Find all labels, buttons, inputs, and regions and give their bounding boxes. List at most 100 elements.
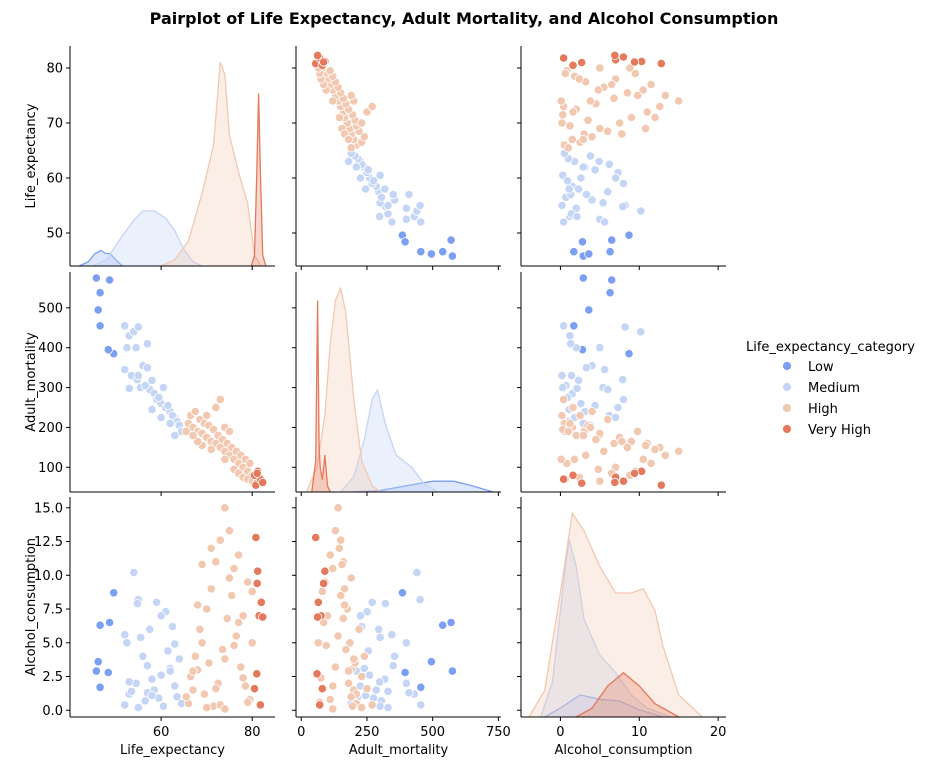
point-high <box>622 442 633 452</box>
point-high <box>587 132 597 142</box>
point-medium <box>351 162 361 172</box>
point-medium <box>133 702 143 713</box>
point-high <box>343 134 354 145</box>
point-high <box>334 543 344 553</box>
point-very-high <box>629 468 640 478</box>
panel-Alcohol_consumption-vs-Life_expectancy: 60 80 0.0 2.5 5.0 7.5 10.0 12.5 15.0 Life_expecta… <box>24 497 275 758</box>
point-high <box>347 701 358 711</box>
x-tick-label: 0 <box>556 725 564 740</box>
kde-line-very-high <box>250 93 267 267</box>
point-high <box>325 550 335 560</box>
point-medium <box>404 189 414 200</box>
point-high <box>236 662 246 672</box>
point-high <box>243 697 253 707</box>
point-high <box>188 430 198 440</box>
point-high <box>197 559 207 570</box>
point-high <box>247 638 257 648</box>
point-high <box>622 88 633 98</box>
point-medium <box>557 370 567 381</box>
point-high <box>593 85 603 95</box>
point-medium <box>343 156 354 167</box>
point-high <box>328 681 338 691</box>
point-medium <box>126 686 137 697</box>
point-medium <box>360 184 371 194</box>
point-high <box>321 640 331 651</box>
point-low <box>607 235 617 245</box>
point-medium <box>416 217 426 227</box>
y-axis-label: Life_expectancy <box>24 103 39 208</box>
point-low <box>584 249 594 259</box>
point-medium <box>170 430 180 440</box>
point-very-high <box>318 57 329 67</box>
point-medium <box>156 611 166 621</box>
point-high <box>206 584 216 594</box>
point-medium <box>565 331 575 341</box>
point-high <box>359 132 369 142</box>
point-high <box>325 694 335 705</box>
point-high <box>337 559 347 570</box>
point-high <box>224 526 234 536</box>
point-medium <box>163 400 173 411</box>
point-low <box>426 249 436 259</box>
kde-line-high <box>528 511 703 718</box>
point-high <box>193 436 203 446</box>
point-low <box>95 321 105 331</box>
point-medium <box>120 364 130 375</box>
point-medium <box>136 632 146 643</box>
point-medium <box>610 412 621 423</box>
point-high <box>204 658 214 668</box>
point-low <box>584 305 594 315</box>
legend-label-very-high: Very High <box>808 423 871 438</box>
point-low <box>438 620 448 630</box>
y-tick-label: 80 <box>46 62 63 77</box>
point-high <box>633 90 643 101</box>
legend-marker-very-high <box>782 424 792 434</box>
point-medium <box>383 200 393 211</box>
x-tick-label: 60 <box>153 725 170 740</box>
point-medium <box>147 690 157 701</box>
point-low <box>103 667 113 678</box>
point-high <box>603 126 613 136</box>
point-high <box>247 586 257 597</box>
point-low <box>91 273 102 283</box>
point-low <box>569 247 579 257</box>
point-medium <box>401 203 411 213</box>
y-tick-label: 200 <box>38 421 63 436</box>
y-tick-label: 60 <box>46 172 63 187</box>
point-medium <box>133 370 143 381</box>
point-low <box>438 247 448 257</box>
point-high <box>346 573 356 583</box>
kde-line-medium <box>540 539 672 718</box>
point-high <box>585 96 596 106</box>
point-medium <box>604 159 614 169</box>
point-medium <box>387 217 397 227</box>
point-medium <box>142 363 152 373</box>
panel-Alcohol_consumption-vs-Adult_mortality: 0 250 500 750 Adult_mortality <box>292 497 511 758</box>
point-very-high <box>311 532 321 543</box>
point-medium <box>388 661 398 671</box>
point-medium <box>124 383 134 393</box>
point-high <box>650 112 660 123</box>
point-very-high <box>656 58 666 69</box>
point-very-high <box>252 578 262 589</box>
point-high <box>646 79 656 90</box>
kde-fill-low <box>79 250 123 266</box>
point-very-high <box>610 50 620 61</box>
point-very-high <box>255 700 265 710</box>
kde-line-high <box>160 62 262 267</box>
x-tick-label: 20 <box>710 725 727 740</box>
point-very-high <box>320 566 330 576</box>
point-medium <box>355 173 365 183</box>
point-medium <box>636 327 646 337</box>
point-medium <box>594 156 604 167</box>
point-low <box>447 251 457 261</box>
panel-Adult_mortality-vs-Life_expectancy: 100 200 300 400 500 Adult_mortality <box>24 272 275 496</box>
y-tick-label: 7.5 <box>42 603 63 618</box>
point-low <box>105 617 115 628</box>
point-medium <box>572 211 582 222</box>
point-medium <box>573 375 584 385</box>
point-high <box>575 410 585 421</box>
point-high <box>660 450 670 460</box>
kde-fill-high <box>306 288 381 492</box>
point-medium <box>415 594 425 605</box>
